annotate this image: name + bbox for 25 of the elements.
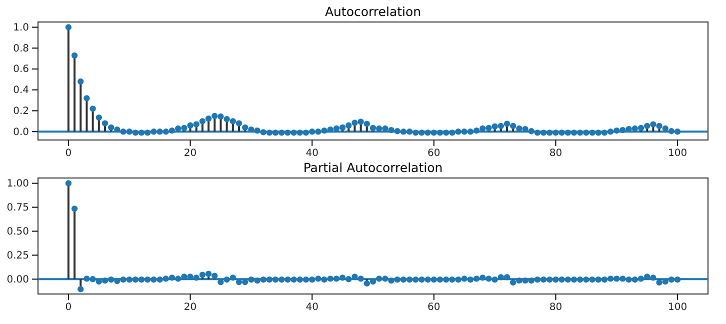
x-tick-label: 0 [65, 302, 72, 314]
x-tick-label: 100 [668, 302, 688, 314]
x-tick-label: 20 [184, 302, 197, 314]
x-tick-label: 60 [428, 148, 440, 160]
y-tick-label: 0.75 [6, 202, 29, 214]
x-tick-label: 80 [549, 302, 562, 314]
x-tick-label: 20 [184, 148, 197, 160]
x-tick-label: 40 [306, 302, 318, 314]
x-tick-label: 60 [428, 302, 440, 314]
y-tick-label: 1.00 [6, 178, 29, 190]
x-tick-label: 100 [668, 148, 688, 160]
y-tick-label: 0.8 [13, 43, 29, 54]
y-tick-label: 0.25 [6, 250, 29, 262]
y-tick-label: 0.4 [13, 85, 29, 96]
chart-title: Partial Autocorrelation [303, 160, 443, 175]
x-tick-label: 0 [65, 148, 72, 160]
x-tick-label: 80 [549, 148, 562, 160]
y-tick-label: 0.50 [6, 226, 29, 238]
y-tick-label: 0.0 [13, 126, 29, 138]
x-tick-label: 40 [306, 148, 318, 160]
y-tick-label: 1.0 [13, 22, 29, 34]
y-tick-label: 0.00 [6, 274, 29, 286]
y-tick-label: 0.6 [13, 64, 29, 76]
y-tick-label: 0.2 [13, 106, 29, 117]
chart-title: Autocorrelation [324, 4, 422, 19]
